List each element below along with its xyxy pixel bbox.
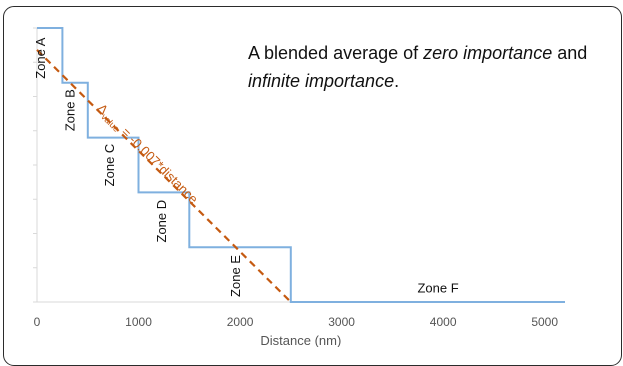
zone-label: Zone C <box>102 144 117 187</box>
x-tick-label: 5000 <box>531 315 558 329</box>
step-series-line <box>37 27 565 303</box>
x-tick-label: 2000 <box>227 315 254 329</box>
zone-label: Zone B <box>63 89 78 131</box>
zone-label: Zone F <box>417 280 458 295</box>
zone-label: Zone E <box>228 255 243 297</box>
x-tick-label: 1000 <box>125 315 152 329</box>
chart-title-line-2: infinite importance. <box>248 71 399 91</box>
x-axis-title: Distance (nm) <box>260 333 341 347</box>
zone-label: Zone A <box>33 37 48 79</box>
x-tick-label: 3000 <box>328 315 355 329</box>
step-chart: 0 1000 2000 3000 4000 5000 Distance (nm) Zone A… <box>33 27 587 347</box>
chart-title-line-1: A blended average of zero importance and <box>248 43 587 63</box>
x-tick-label: 0 <box>34 315 41 329</box>
x-tick-label: 4000 <box>430 315 457 329</box>
zone-label: Zone D <box>154 200 169 243</box>
